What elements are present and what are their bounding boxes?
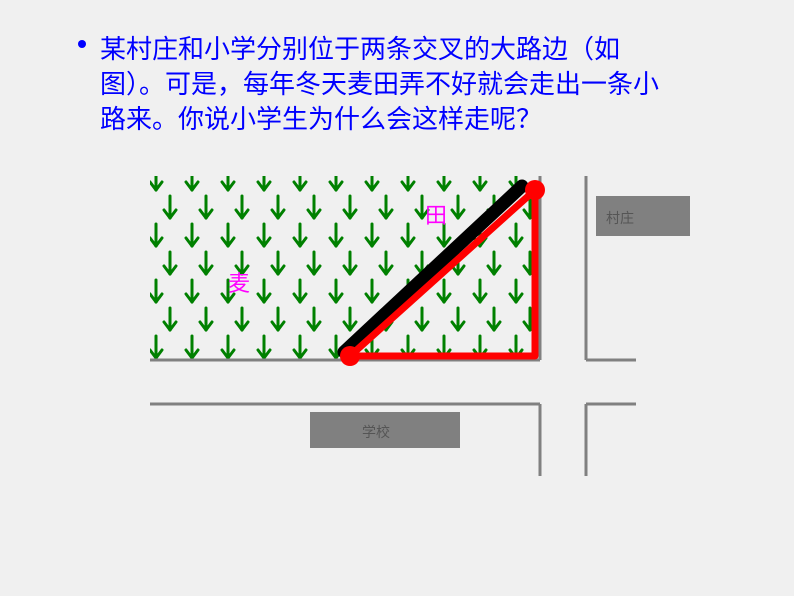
question-block: 某村庄和小学分别位于两条交叉的大路边（如图）。可是，每年冬天麦田弄不好就会走出一… bbox=[100, 32, 660, 137]
question-text: 某村庄和小学分别位于两条交叉的大路边（如图）。可是，每年冬天麦田弄不好就会走出一… bbox=[100, 34, 659, 134]
school-label: 学校 bbox=[362, 422, 390, 442]
diagram: 田 麦 村庄 学校 bbox=[150, 176, 710, 576]
field-label: 田 bbox=[425, 198, 447, 230]
bullet-icon bbox=[78, 40, 86, 48]
wheat-label: 麦 bbox=[228, 266, 250, 298]
diagram-svg bbox=[150, 176, 710, 576]
village-label: 村庄 bbox=[606, 208, 634, 228]
